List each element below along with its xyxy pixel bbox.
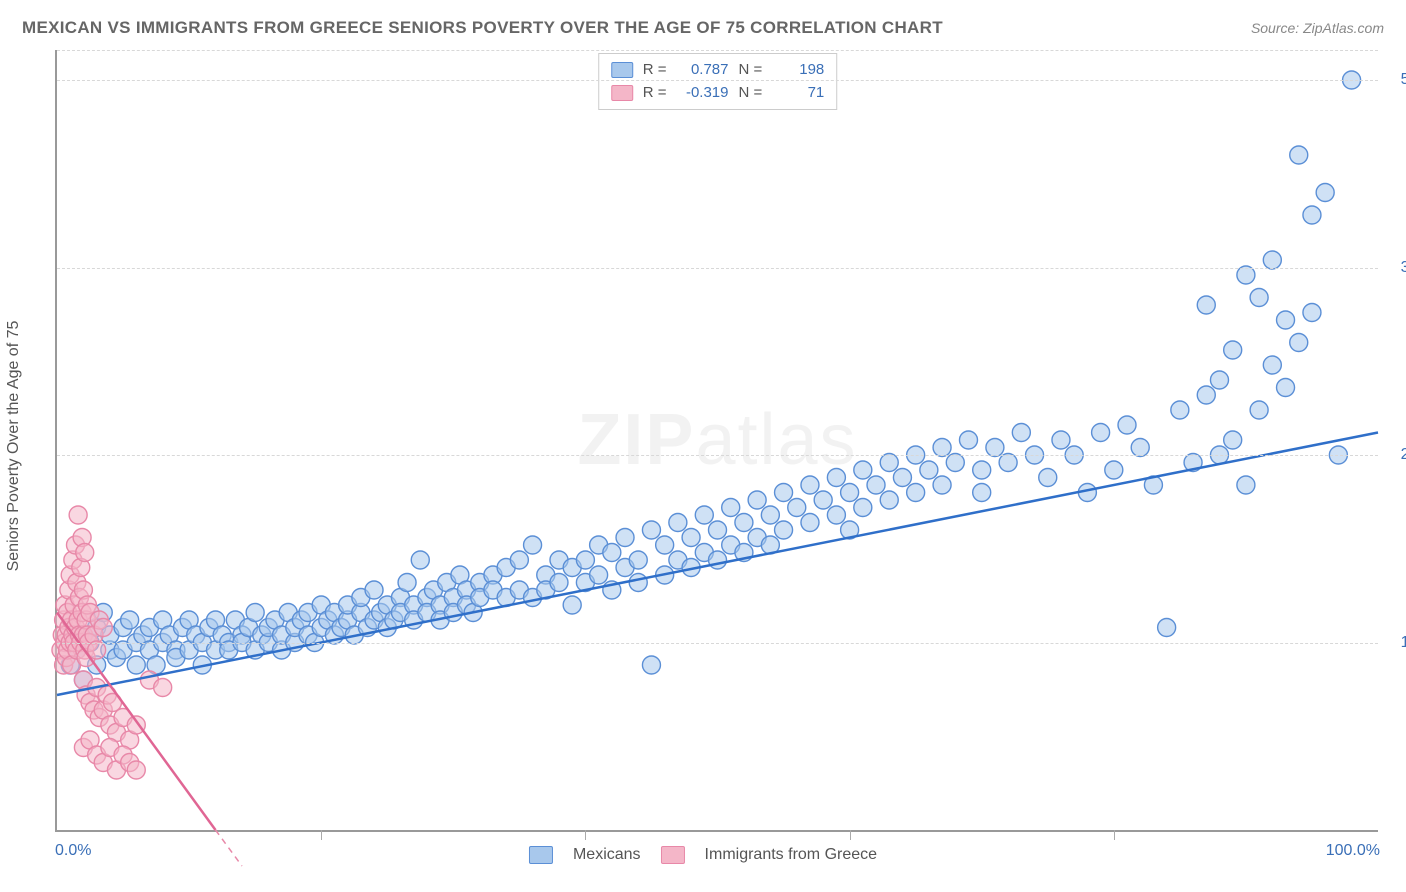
xtick-label: 0.0% xyxy=(55,842,91,860)
xtick xyxy=(1114,830,1115,840)
gridline xyxy=(57,50,1378,51)
y-axis-label: Seniors Poverty Over the Age of 75 xyxy=(5,321,23,572)
xtick xyxy=(850,830,851,840)
xtick-label: 100.0% xyxy=(1326,842,1380,860)
gridline xyxy=(57,268,1378,269)
legend-label: Immigrants from Greece xyxy=(705,846,877,864)
ytick-label: 12.5% xyxy=(1386,634,1406,652)
bottom-legend: Mexicans Immigrants from Greece xyxy=(529,846,877,864)
swatch-icon xyxy=(661,846,685,864)
chart-title: MEXICAN VS IMMIGRANTS FROM GREECE SENIOR… xyxy=(22,18,943,38)
scatter-svg xyxy=(57,50,1378,830)
ytick-label: 25.0% xyxy=(1386,446,1406,464)
xtick xyxy=(321,830,322,840)
xtick xyxy=(585,830,586,840)
ytick-label: 37.5% xyxy=(1386,259,1406,277)
ytick-label: 50.0% xyxy=(1386,71,1406,89)
gridline xyxy=(57,643,1378,644)
gridline xyxy=(57,80,1378,81)
plot-area: ZIPatlas R = 0.787 N = 198 R = -0.319 N … xyxy=(55,50,1378,832)
swatch-icon xyxy=(529,846,553,864)
legend-label: Mexicans xyxy=(573,846,641,864)
source-label: Source: ZipAtlas.com xyxy=(1251,20,1384,36)
gridline xyxy=(57,455,1378,456)
